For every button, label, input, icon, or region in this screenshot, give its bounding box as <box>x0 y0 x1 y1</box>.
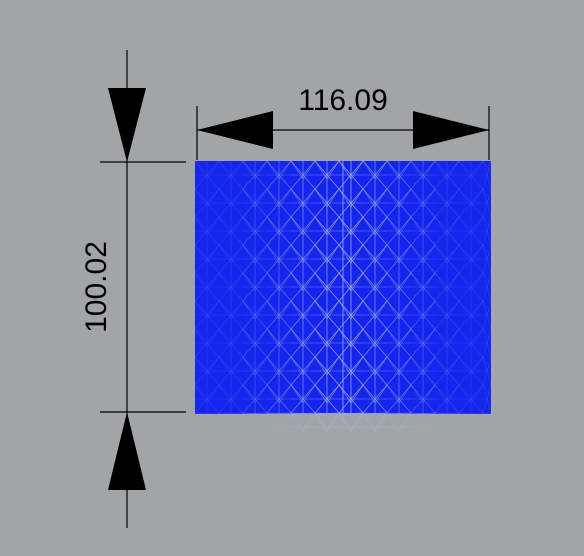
pattern-lattice <box>194 160 496 432</box>
horizontal-arrow-left-icon <box>197 111 273 149</box>
horizontal-arrow-right-icon <box>413 111 489 149</box>
width-dimension-text: 116.09 <box>298 84 388 117</box>
height-dimension-text: 100.02 <box>80 241 113 333</box>
horizontal-dimension[interactable]: 116.09 <box>196 84 490 160</box>
vertical-arrow-bottom-icon <box>108 412 146 490</box>
vertical-arrow-top-icon <box>108 88 146 162</box>
vertical-dimension[interactable]: 100.02 <box>80 50 186 528</box>
asanoha-pattern-object[interactable] <box>194 160 496 432</box>
